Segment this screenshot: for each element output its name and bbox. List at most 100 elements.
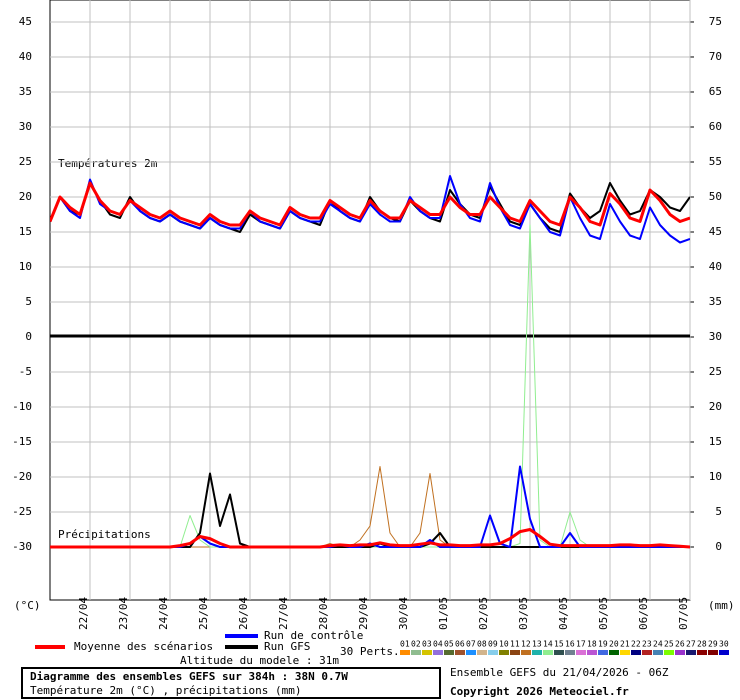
x-tick-label: 25/04: [197, 597, 210, 630]
perturbation-number: 05: [444, 640, 454, 649]
perturbation-number: 18: [587, 640, 597, 649]
y-tick-label: 35: [19, 85, 32, 98]
perturbation-swatch: [587, 650, 597, 655]
y-tick-label: 0: [25, 330, 32, 343]
perturbation-swatch: [554, 650, 564, 655]
perturbation-swatch: [433, 650, 443, 655]
perturbation-swatch: [653, 650, 663, 655]
y-tick-label: -15: [12, 435, 32, 448]
footer-title: Diagramme des ensembles GEFS sur 384h : …: [30, 670, 348, 683]
perturbation-swatch: [598, 650, 608, 655]
perturbation-swatch: [488, 650, 498, 655]
perturbation-swatch: [675, 650, 685, 655]
y2-tick-label: 30: [709, 330, 722, 343]
y2-tick-label: 60: [709, 120, 722, 133]
perturbation-swatch: [642, 650, 652, 655]
perturbation-number: 16: [565, 640, 575, 649]
perturbation-swatch: [686, 650, 696, 655]
perturbation-number: 28: [697, 640, 707, 649]
annotation: Précipitations: [58, 528, 151, 541]
y-tick-label: 15: [19, 225, 32, 238]
perturbation-swatch: [620, 650, 630, 655]
y-tick-label: -25: [12, 505, 32, 518]
perturbation-swatch: [543, 650, 553, 655]
perturbation-number: 07: [466, 640, 476, 649]
footer-subtitle: Température 2m (°C) , précipitations (mm…: [30, 684, 302, 697]
y-tick-label: 30: [19, 120, 32, 133]
y-tick-label: 20: [19, 190, 32, 203]
x-tick-label: 03/05: [517, 597, 530, 630]
perturbation-swatch: [697, 650, 707, 655]
temperature-line: [50, 175, 690, 244]
x-tick-label: 07/05: [677, 597, 690, 630]
temperature-line: [50, 181, 690, 227]
perturbation-swatch: [422, 650, 432, 655]
perturbation-number: 01: [400, 640, 410, 649]
footer-box: [21, 667, 441, 699]
perturbation-number: 14: [543, 640, 553, 649]
y-tick-label: -5: [19, 365, 32, 378]
altitude: Altitude du modele : 31m: [180, 654, 339, 667]
perturbation-swatch: [708, 650, 718, 655]
y-tick-label: -10: [12, 400, 32, 413]
y2-tick-label: 5: [715, 505, 722, 518]
perturbation-swatch: [477, 650, 487, 655]
perturbation-swatch: [576, 650, 586, 655]
perturbation-swatch: [532, 650, 542, 655]
perturbation-swatch: [400, 650, 410, 655]
perturbation-number: 25: [664, 640, 674, 649]
perturbation-number: 15: [554, 640, 564, 649]
perturbation-number: 22: [631, 640, 641, 649]
perturbation-number: 30: [719, 640, 729, 649]
x-tick-label: 22/04: [77, 597, 90, 630]
perturbation-swatch: [609, 650, 619, 655]
perturbation-number: 26: [675, 640, 685, 649]
legend-label: Run GFS: [264, 640, 310, 653]
perturbation-number: 27: [686, 640, 696, 649]
perturbation-number: 11: [510, 640, 520, 649]
y2-tick-label: 0: [715, 540, 722, 553]
x-tick-label: 01/05: [437, 597, 450, 630]
x-tick-label: 02/05: [477, 597, 490, 630]
perturbation-swatch: [719, 650, 729, 655]
perturbation-number: 02: [411, 640, 421, 649]
perturbation-swatch: [466, 650, 476, 655]
y-tick-label: 10: [19, 260, 32, 273]
y2-tick-label: 75: [709, 15, 722, 28]
perturbation-number: 17: [576, 640, 586, 649]
perturbation-number: 12: [521, 640, 531, 649]
y-tick-label: 45: [19, 15, 32, 28]
y2-tick-label: 70: [709, 50, 722, 63]
x-tick-label: 05/05: [597, 597, 610, 630]
copyright: Copyright 2026 Meteociel.fr: [450, 685, 629, 698]
precipitation-line: [50, 528, 690, 549]
perturbation-number: 10: [499, 640, 509, 649]
y2-tick-label: 15: [709, 435, 722, 448]
y2-tick-label: 35: [709, 295, 722, 308]
y2-tick-label: 55: [709, 155, 722, 168]
y-tick-label: 25: [19, 155, 32, 168]
perturbation-swatch: [411, 650, 421, 655]
legend-label: Run de contrôle: [264, 629, 363, 642]
perturbation-number: 08: [477, 640, 487, 649]
y2-tick-label: 65: [709, 85, 722, 98]
legend-label: 30 Perts.: [340, 645, 400, 658]
x-tick-label: 30/04: [397, 597, 410, 630]
annotation: Températures 2m: [58, 157, 158, 170]
perturbation-number: 20: [609, 640, 619, 649]
perturbation-number: 21: [620, 640, 630, 649]
y2-tick-label: 40: [709, 260, 722, 273]
y2-tick-label: 45: [709, 225, 722, 238]
perturbation-number: 04: [433, 640, 443, 649]
y2-tick-label: 25: [709, 365, 722, 378]
x-tick-label: 06/05: [637, 597, 650, 630]
perturbation-swatch: [444, 650, 454, 655]
perturbation-number: 03: [422, 640, 432, 649]
y-tick-label: 40: [19, 50, 32, 63]
perturbation-swatch: [565, 650, 575, 655]
perturbation-swatch: [510, 650, 520, 655]
x-tick-label: 27/04: [277, 597, 290, 630]
perturbation-swatch: [499, 650, 509, 655]
x-tick-label: 23/04: [117, 597, 130, 630]
